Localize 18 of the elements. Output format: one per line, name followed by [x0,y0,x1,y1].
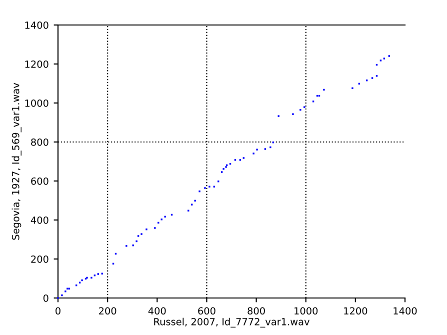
y-tick-label: 800 [31,138,48,146]
x-tick-label: 1000 [294,307,318,315]
y-tick-label: 600 [31,177,48,185]
x-axis-title: Russel, 2007, Id_7772_var1.wav [154,318,310,328]
x-tick-label: 1200 [344,307,368,315]
y-tick-label: 200 [31,255,48,263]
y-axis-title: Segovia, 1927, Id_569_var1.wav [12,82,22,240]
y-tick-label: 400 [30,216,48,224]
y-tick-label: 1400 [25,21,48,29]
y-tick-label: 0 [43,294,48,302]
x-tick-label: 200 [99,307,116,315]
x-tick-label: 0 [56,307,60,315]
y-tick-label: 1200 [25,60,48,68]
x-tick-label: 1400 [394,307,417,315]
x-tick-label: 600 [198,307,216,315]
x-tick-label: 400 [148,307,166,315]
x-tick-label: 800 [248,307,265,315]
y-tick-label: 1000 [25,99,48,107]
